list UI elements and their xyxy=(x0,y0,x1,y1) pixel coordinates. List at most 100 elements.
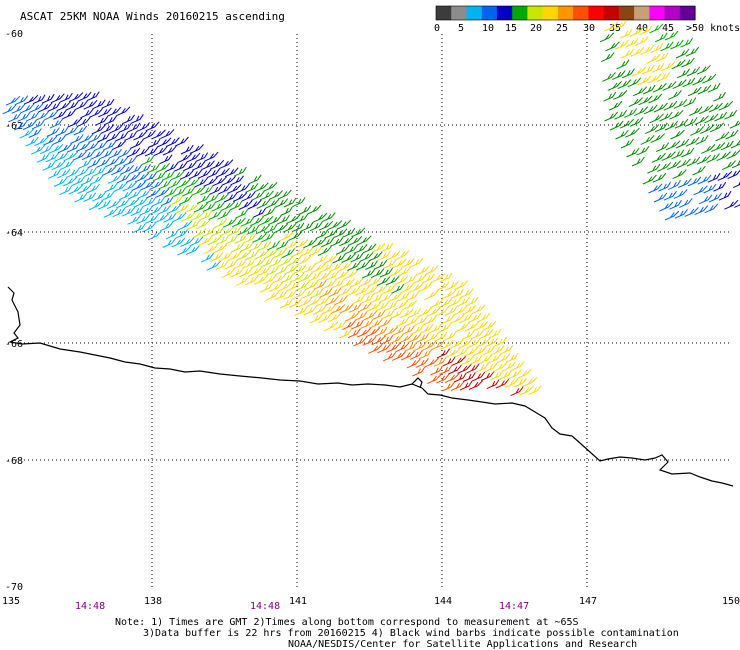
wind-barb xyxy=(390,309,404,319)
wind-barb xyxy=(65,100,79,111)
wind-barb xyxy=(283,290,297,300)
wind-barb xyxy=(62,176,78,187)
wind-barb xyxy=(732,181,740,189)
wind-barb xyxy=(673,99,688,109)
wind-barb xyxy=(277,281,292,292)
wind-barb xyxy=(288,298,302,308)
wind-barb xyxy=(320,262,333,273)
wind-barb xyxy=(373,284,388,295)
wind-barb xyxy=(60,159,74,170)
wind-barb xyxy=(376,276,391,287)
wind-barb xyxy=(677,178,692,189)
wind-barbs xyxy=(2,19,740,397)
wind-barb xyxy=(416,332,430,343)
wind-barb xyxy=(665,140,681,151)
wind-barb xyxy=(164,187,178,198)
wind-barb xyxy=(248,174,262,185)
wind-barb xyxy=(137,189,151,199)
wind-barb xyxy=(250,191,265,201)
wind-barb xyxy=(403,274,417,285)
wind-barb xyxy=(327,312,342,323)
wind-barb xyxy=(730,140,740,149)
wind-barb xyxy=(510,386,524,397)
wind-barb xyxy=(408,308,422,318)
wind-barb xyxy=(643,104,658,115)
wind-barb xyxy=(642,84,656,95)
wind-barb xyxy=(624,108,638,118)
time-labels: 14:48 14:48 14:47 xyxy=(75,601,529,612)
wind-barb xyxy=(720,140,734,151)
wind-barb xyxy=(29,102,44,113)
wind-barb xyxy=(182,186,196,197)
wind-barb xyxy=(505,353,519,363)
wind-barb xyxy=(445,347,461,358)
wind-barb xyxy=(151,196,165,207)
wind-barb xyxy=(321,212,336,223)
wind-barb xyxy=(19,128,34,139)
wind-barb xyxy=(616,59,630,70)
wind-barb xyxy=(89,107,103,118)
wind-barb xyxy=(304,280,319,291)
wind-barb xyxy=(370,268,385,279)
wind-barb xyxy=(504,378,519,388)
wind-barb xyxy=(367,276,382,287)
legend-label-25: 25 xyxy=(556,23,568,34)
wind-barb xyxy=(162,145,177,156)
wind-barb xyxy=(289,272,305,283)
wind-barb xyxy=(661,61,676,72)
wind-barb xyxy=(672,169,687,180)
wind-barb xyxy=(502,361,516,372)
wind-barb xyxy=(469,355,483,365)
wind-barb xyxy=(430,273,446,284)
wind-barb xyxy=(230,175,244,186)
wind-barb xyxy=(75,167,89,178)
wind-barb xyxy=(445,280,459,291)
wind-barb xyxy=(157,204,171,215)
wind-barb xyxy=(97,132,111,143)
wind-barb xyxy=(686,156,701,167)
wind-barb xyxy=(156,137,172,148)
wind-barb xyxy=(384,301,398,311)
wind-barb xyxy=(450,288,464,299)
wind-barb xyxy=(401,325,415,336)
wind-barb xyxy=(207,235,222,246)
wind-barb xyxy=(429,298,444,309)
wind-barb xyxy=(413,341,427,352)
wind-barb xyxy=(144,146,158,157)
wind-barb xyxy=(324,228,338,239)
wind-barb xyxy=(455,322,470,332)
wind-barb xyxy=(380,334,394,345)
wind-barb xyxy=(98,107,112,118)
wind-barb xyxy=(53,109,67,120)
wind-barb xyxy=(36,153,50,163)
wind-barb xyxy=(42,161,56,171)
wind-barb xyxy=(511,361,525,371)
wind-barb xyxy=(686,66,701,77)
wind-barb xyxy=(655,142,670,153)
wind-barb xyxy=(662,81,677,91)
legend-swatch xyxy=(573,6,589,20)
wind-barb xyxy=(56,101,71,112)
wind-barb xyxy=(32,94,46,105)
wind-barb xyxy=(378,318,392,329)
wind-barb xyxy=(331,278,345,289)
wind-barb xyxy=(77,184,92,194)
wind-barb xyxy=(203,176,218,187)
wind-barb xyxy=(263,249,279,259)
wind-barb xyxy=(343,269,359,280)
wind-barb xyxy=(468,313,482,323)
wind-barb xyxy=(426,374,442,385)
wind-barb xyxy=(124,198,140,209)
wind-barb xyxy=(345,311,360,322)
map-title: ASCAT 25KM NOAA Winds 20160215 ascending xyxy=(20,10,285,23)
wind-barb xyxy=(631,66,647,77)
wind-barb xyxy=(303,305,317,316)
wind-barb xyxy=(236,250,252,261)
wind-barb xyxy=(714,111,728,122)
wind-barb xyxy=(319,288,333,298)
wind-barb xyxy=(321,304,336,315)
wind-barb xyxy=(262,274,277,285)
wind-barb xyxy=(190,211,205,222)
wind-barb xyxy=(165,229,179,240)
wind-barb xyxy=(177,245,192,256)
